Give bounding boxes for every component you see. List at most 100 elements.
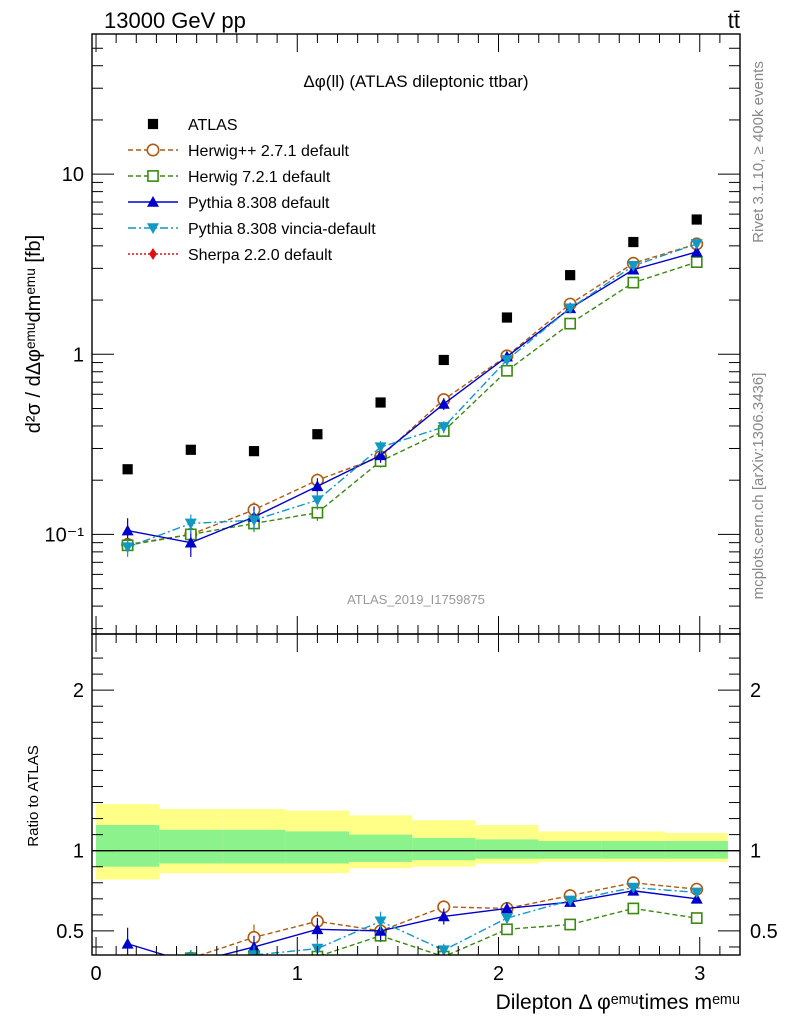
x-axis-label: Dilepton Δ φᵉᵐᵘtimes mᵉᵐᵘ [496, 991, 740, 1014]
band-inner-2 [222, 829, 286, 864]
y-tick-label: 10⁻¹ [45, 524, 85, 546]
ratio-point-3-0 [122, 958, 134, 969]
ratio-point-3-4 [374, 916, 387, 928]
ratio-point-2-5 [437, 910, 450, 922]
band-inner-5 [412, 837, 476, 861]
band-inner-9 [664, 841, 728, 859]
series-2 [121, 245, 703, 557]
point-2-5 [437, 397, 450, 409]
ratio-y-tick-label-right: 0.5 [750, 921, 778, 943]
ratio-point-2-6 [500, 902, 513, 914]
x-tick-label: 3 [694, 963, 705, 985]
header-left: 13000 GeV pp [104, 8, 246, 33]
ratio-series-2 [121, 884, 703, 968]
point-3-6 [500, 355, 513, 366]
ratio-series-1 [123, 902, 703, 968]
ratio-point-1-9 [690, 912, 703, 924]
data-point-5 [438, 354, 449, 366]
ratio-point-2-3 [311, 923, 324, 935]
ratio-series-3 [122, 882, 703, 969]
data-point-3 [312, 429, 323, 440]
data-point-6 [501, 312, 513, 323]
band-inner-7 [538, 841, 602, 859]
legend-marker [149, 248, 157, 260]
point-3-0 [121, 542, 134, 554]
band-inner-0 [96, 824, 160, 867]
data-point-7 [565, 270, 576, 281]
legend-marker [147, 196, 159, 207]
ratio-point-3-8 [627, 882, 640, 894]
ratio-point-3-9 [690, 887, 703, 899]
watermark: ATLAS_2019_I1759875 [347, 592, 485, 607]
chart-header: 13000 GeV pp tt̄ [104, 8, 740, 33]
legend-entry-5: Sherpa 2.2.0 default [128, 247, 333, 264]
ratio-y-tick-label: 2 [73, 680, 84, 702]
point-3-9 [690, 239, 703, 250]
y-axis-label-main: d²σ / dΔφᵉᵐᵘdmᵉᵐᵘ [fb] [23, 235, 45, 433]
x-tick-label: 2 [493, 963, 504, 985]
ratio-point-1-8 [627, 902, 640, 915]
ratio-line-1 [320, 907, 697, 955]
legend-entry-3: Pythia 8.308 default [128, 195, 330, 212]
main-plot-content [121, 214, 704, 557]
ratio-point-1-0 [123, 958, 133, 968]
side-label-mcplots: mcplots.cern.ch [arXiv:1306.3436] [750, 373, 767, 600]
band-inner-4 [348, 834, 413, 862]
ratio-point-3-6 [500, 913, 513, 925]
data-point-8 [628, 236, 639, 248]
ratio-y-tick-label-right: 2 [750, 680, 761, 702]
point-1-7 [564, 317, 577, 330]
x-tick-label: 1 [292, 963, 303, 985]
legend-label: Sherpa 2.2.0 default [188, 247, 333, 264]
data-point-2 [248, 446, 260, 457]
series-line-2 [127, 251, 697, 544]
point-2-9 [690, 245, 703, 257]
point-3-8 [627, 260, 640, 272]
legend: ATLAS Herwig++ 2.7.1 default Herwig 7.2.1 … [128, 117, 376, 264]
ratio-point-2-0 [121, 937, 134, 949]
legend-marker [146, 143, 160, 157]
point-1-6 [501, 364, 513, 377]
series-line-3 [127, 243, 697, 548]
series-line-1 [127, 261, 697, 547]
ratio-line-3 [240, 886, 697, 955]
band-inner-3 [285, 831, 349, 864]
ratio-y-tick-label: 1 [73, 841, 84, 863]
point-3-5 [437, 422, 450, 433]
band-inner-1 [159, 829, 223, 864]
header-right: tt̄ [728, 8, 740, 33]
y-tick-label: 1 [73, 344, 84, 366]
point-3-1 [184, 518, 197, 530]
ratio-point-2-1 [185, 957, 197, 968]
ratio-line-2 [127, 890, 697, 955]
ratio-axes: 0 1 2 3 0.5 0.5 1 1 2 2 [56, 634, 778, 985]
legend-label: Herwig++ 2.7.1 default [188, 143, 350, 160]
ratio-y-tick-label: 0.5 [56, 921, 84, 943]
plot-title: Δφ(ll) (ATLAS dileptonic ttbar) [303, 72, 528, 91]
data-point-0 [122, 464, 133, 475]
ratio-frame [91, 633, 741, 956]
ratio-panel: 0 1 2 3 0.5 0.5 1 1 2 2 [56, 633, 778, 985]
ratio-point-3-5 [437, 945, 450, 955]
band-inner-8 [601, 841, 665, 859]
legend-label: Pythia 8.308 default [188, 195, 330, 212]
data-series [122, 214, 702, 475]
point-3-4 [374, 442, 387, 454]
y-tick-label: 10 [62, 164, 84, 186]
series-line-0 [127, 243, 697, 546]
point-2-4 [374, 449, 387, 461]
series-3 [121, 239, 703, 557]
x-tick-label: 0 [90, 963, 101, 985]
legend-entry-2: Herwig 7.2.1 default [128, 169, 331, 186]
legend-label: ATLAS [188, 117, 238, 134]
ratio-line-0 [198, 882, 697, 955]
legend-label: Pythia 8.308 vincia-default [188, 221, 376, 238]
data-point-9 [691, 214, 702, 225]
side-label-rivet: Rivet 3.1.10, ≥ 400k events [750, 61, 767, 243]
point-2-1 [184, 536, 197, 548]
ratio-y-tick-label-right: 1 [750, 841, 761, 863]
point-2-0 [121, 524, 134, 536]
ratio-point-0-0 [122, 957, 133, 968]
